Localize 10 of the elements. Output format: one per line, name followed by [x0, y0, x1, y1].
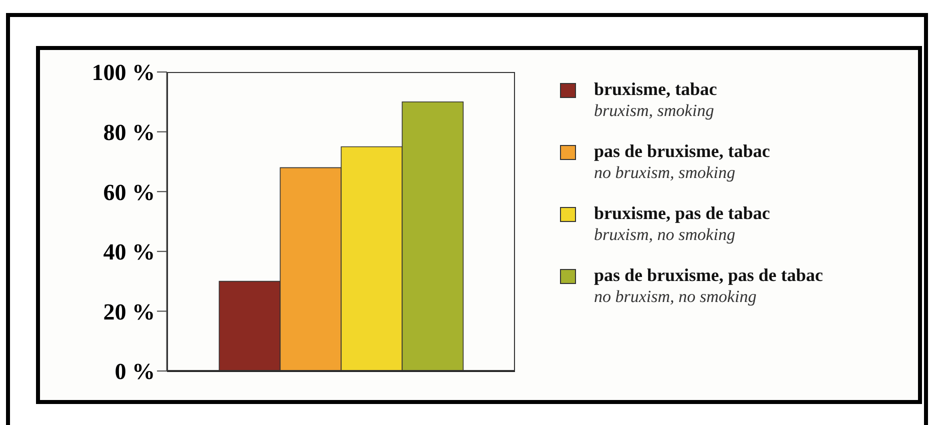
legend-label: bruxisme, pas de tabac bruxism, no smoking	[594, 202, 770, 246]
y-tick-label: 20 %	[103, 299, 155, 324]
y-tick-label: 100 %	[92, 60, 155, 86]
y-tick-label: 40 %	[103, 240, 155, 265]
legend-label: bruxisme, tabac bruxism, smoking	[594, 78, 717, 122]
y-tick-label: 0 %	[114, 359, 155, 384]
legend-label: pas de bruxisme, tabac no bruxism, smoking	[594, 140, 770, 184]
y-tick-label: 60 %	[103, 180, 155, 205]
y-tick-label: 80 %	[103, 120, 155, 145]
legend-label: pas de bruxisme, pas de tabac no bruxism, no smoking	[594, 264, 824, 308]
